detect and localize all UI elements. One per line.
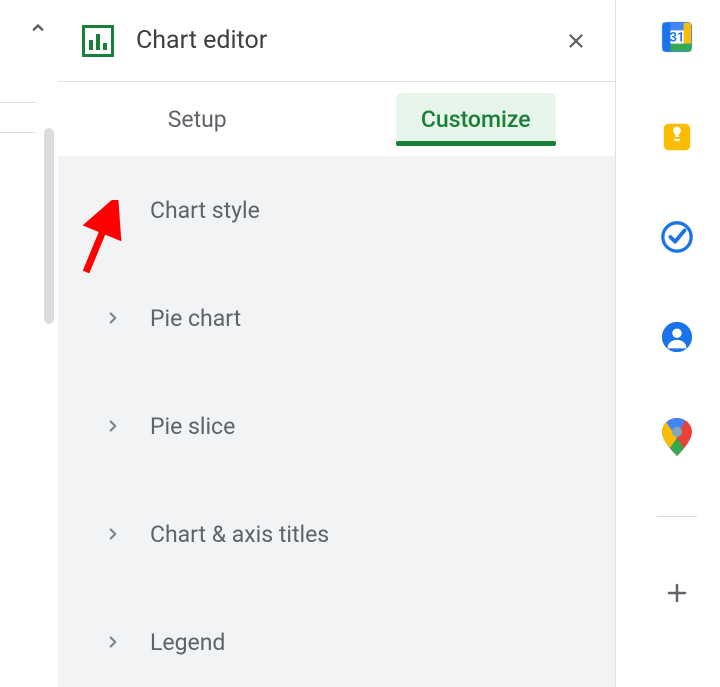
section-chart-axis-titles[interactable]: Chart & axis titles <box>58 480 615 588</box>
rail-maps-button[interactable] <box>658 418 696 456</box>
close-icon <box>565 30 587 52</box>
section-label: Pie slice <box>150 413 235 440</box>
rail-keep-button[interactable] <box>658 118 696 156</box>
rail-add-button[interactable] <box>663 579 691 607</box>
chart-editor-tabs: Setup Customize <box>58 82 615 156</box>
section-legend[interactable]: Legend <box>58 588 615 687</box>
chevron-right-icon <box>98 411 128 441</box>
chevron-right-icon <box>98 519 128 549</box>
rail-tasks-button[interactable] <box>658 218 696 256</box>
side-panel-rail: 31 <box>634 0 720 687</box>
section-label: Legend <box>150 629 225 656</box>
chart-editor-header: Chart editor <box>58 0 615 82</box>
rail-calendar-button[interactable]: 31 <box>658 18 696 56</box>
tab-setup[interactable]: Setup <box>58 82 337 156</box>
section-label: Chart style <box>150 197 260 224</box>
sheet-edge <box>0 102 36 662</box>
section-pie-chart[interactable]: Pie chart <box>58 264 615 372</box>
svg-text:31: 31 <box>669 31 684 46</box>
chart-icon <box>82 25 114 57</box>
keep-icon <box>660 120 694 154</box>
collapse-panel-button[interactable] <box>26 16 50 40</box>
contacts-icon <box>660 320 694 354</box>
rail-contacts-button[interactable] <box>658 318 696 356</box>
section-label: Chart & axis titles <box>150 521 329 548</box>
section-chart-style[interactable]: Chart style <box>58 156 615 264</box>
plus-icon <box>665 581 689 605</box>
tab-customize[interactable]: Customize <box>337 82 616 156</box>
rail-divider <box>657 516 697 517</box>
tasks-icon <box>660 220 694 254</box>
chevron-right-icon <box>98 627 128 657</box>
section-pie-slice[interactable]: Pie slice <box>58 372 615 480</box>
chevron-up-icon <box>28 18 48 38</box>
customize-sections: Chart style Pie chart Pie slice Chart & … <box>58 156 615 687</box>
chevron-right-icon <box>98 303 128 333</box>
chart-editor-panel: Chart editor Setup Customize Chart style <box>58 0 616 687</box>
chevron-right-icon <box>98 195 128 225</box>
maps-icon <box>662 418 692 456</box>
scrollbar-thumb[interactable] <box>44 128 54 324</box>
close-button[interactable] <box>561 26 591 56</box>
panel-title: Chart editor <box>136 26 561 55</box>
section-label: Pie chart <box>150 305 241 332</box>
calendar-icon: 31 <box>660 20 694 54</box>
